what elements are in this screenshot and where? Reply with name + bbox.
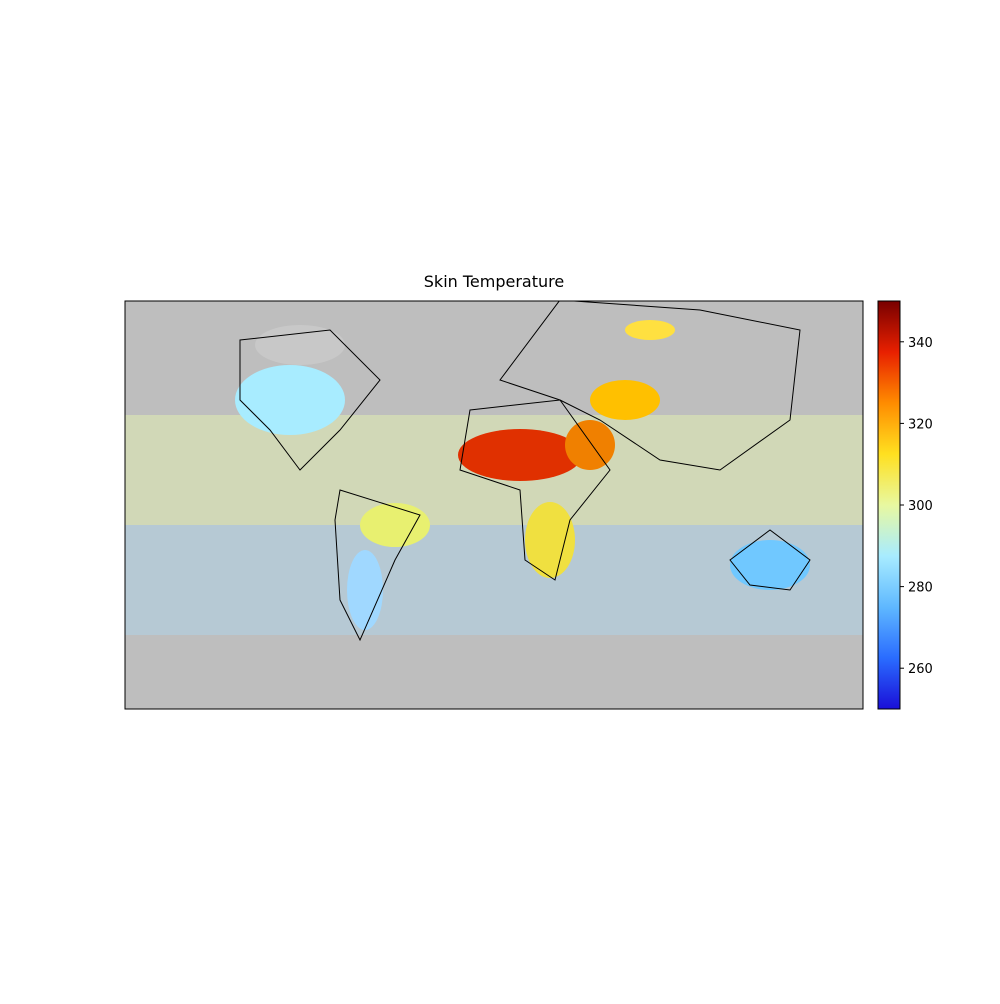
colorbar-tick-label: 340 [908, 336, 933, 351]
brazil [360, 503, 430, 547]
map-frame [124, 300, 864, 710]
arabia [565, 420, 615, 470]
colorbar-tick-label: 260 [908, 662, 933, 677]
map-background [125, 301, 863, 709]
coastline [334, 489, 421, 642]
colorbar-tick-label: 320 [908, 417, 933, 432]
south-america-south [347, 550, 383, 630]
coastline [729, 529, 811, 591]
map-title: Skin Temperature [424, 272, 564, 291]
australia [730, 540, 810, 590]
colorbar [877, 300, 901, 710]
siberia [625, 320, 675, 340]
southern-africa [525, 502, 575, 578]
colorbar-tick-label: 280 [908, 581, 933, 596]
canada [255, 325, 345, 365]
coastline [499, 301, 801, 471]
central-asia [590, 380, 660, 420]
coastline [459, 399, 611, 581]
sahara [458, 429, 582, 481]
north-america [235, 365, 345, 435]
coastline [239, 329, 381, 471]
map-area [125, 301, 863, 709]
colorbar-tick-label: 300 [908, 499, 933, 514]
